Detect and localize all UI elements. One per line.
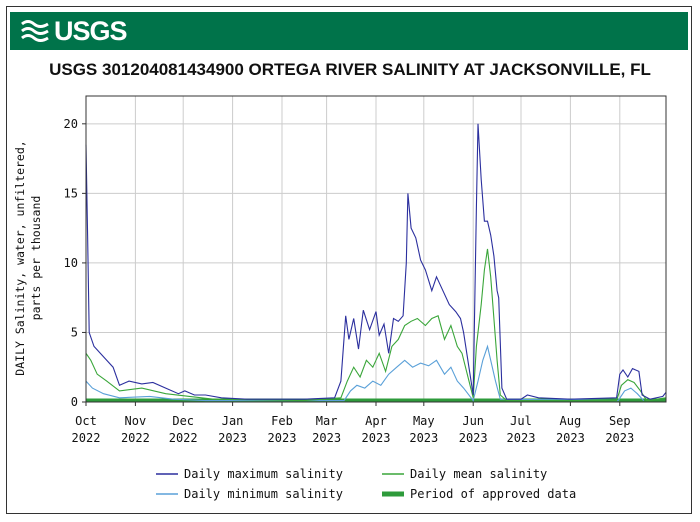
y-axis-label-line2: parts per thousand	[29, 196, 43, 321]
x-tick-label-year: 2023	[312, 431, 341, 445]
chart-title: USGS 301204081434900 ORTEGA RIVER SALINI…	[49, 60, 651, 79]
x-tick-label-month: Aug	[560, 414, 582, 428]
usgs-header-banner: USGS	[10, 12, 688, 50]
x-tick-label-month: Feb	[271, 414, 293, 428]
y-tick-label: 0	[71, 395, 78, 409]
x-tick-label-year: 2023	[409, 431, 438, 445]
x-tick-label-year: 2023	[362, 431, 391, 445]
x-tick-label-month: Nov	[125, 414, 147, 428]
y-tick-label: 15	[64, 186, 78, 200]
x-tick-label-year: 2022	[121, 431, 150, 445]
x-tick-label-month: Apr	[365, 414, 387, 428]
x-tick-label-month: Sep	[609, 414, 631, 428]
x-tick-label-month: Oct	[75, 414, 97, 428]
x-tick-label-month: Jan	[222, 414, 244, 428]
x-tick-label-year: 2023	[507, 431, 536, 445]
usgs-wave-icon	[21, 20, 49, 42]
x-tick-label-month: Jun	[462, 414, 484, 428]
x-tick-label-year: 2023	[556, 431, 585, 445]
x-tick-label-month: May	[413, 414, 435, 428]
y-tick-label: 10	[64, 256, 78, 270]
x-tick-label-year: 2023	[459, 431, 488, 445]
y-tick-label: 5	[71, 325, 78, 339]
x-tick-label-year: 2023	[218, 431, 247, 445]
x-tick-label-month: Dec	[172, 414, 194, 428]
legend-label-daily-mean-salinity: Daily mean salinity	[410, 467, 547, 481]
y-axis-label-line1: DAILY Salinity, water, unfiltered,	[13, 140, 27, 375]
usgs-logo-text: USGS	[54, 15, 128, 46]
x-tick-label-year: 2023	[268, 431, 297, 445]
series-line-daily-mean-salinity	[85, 248, 667, 402]
legend-label-period-of-approved-data: Period of approved data	[410, 487, 576, 501]
legend-label-daily-maximum-salinity: Daily maximum salinity	[184, 467, 343, 481]
series-line-daily-maximum-salinity	[85, 123, 667, 400]
series-line-daily-minimum-salinity	[85, 344, 645, 402]
x-tick-label-year: 2022	[72, 431, 101, 445]
legend-label-daily-minimum-salinity: Daily minimum salinity	[184, 487, 343, 501]
x-tick-label-year: 2023	[605, 431, 634, 445]
usgs-logo[interactable]: USGS	[20, 15, 128, 46]
x-tick-label-month: Jul	[510, 414, 532, 428]
x-tick-label-month: Mar	[316, 414, 338, 428]
x-tick-label-year: 2022	[169, 431, 198, 445]
y-tick-label: 20	[64, 117, 78, 131]
